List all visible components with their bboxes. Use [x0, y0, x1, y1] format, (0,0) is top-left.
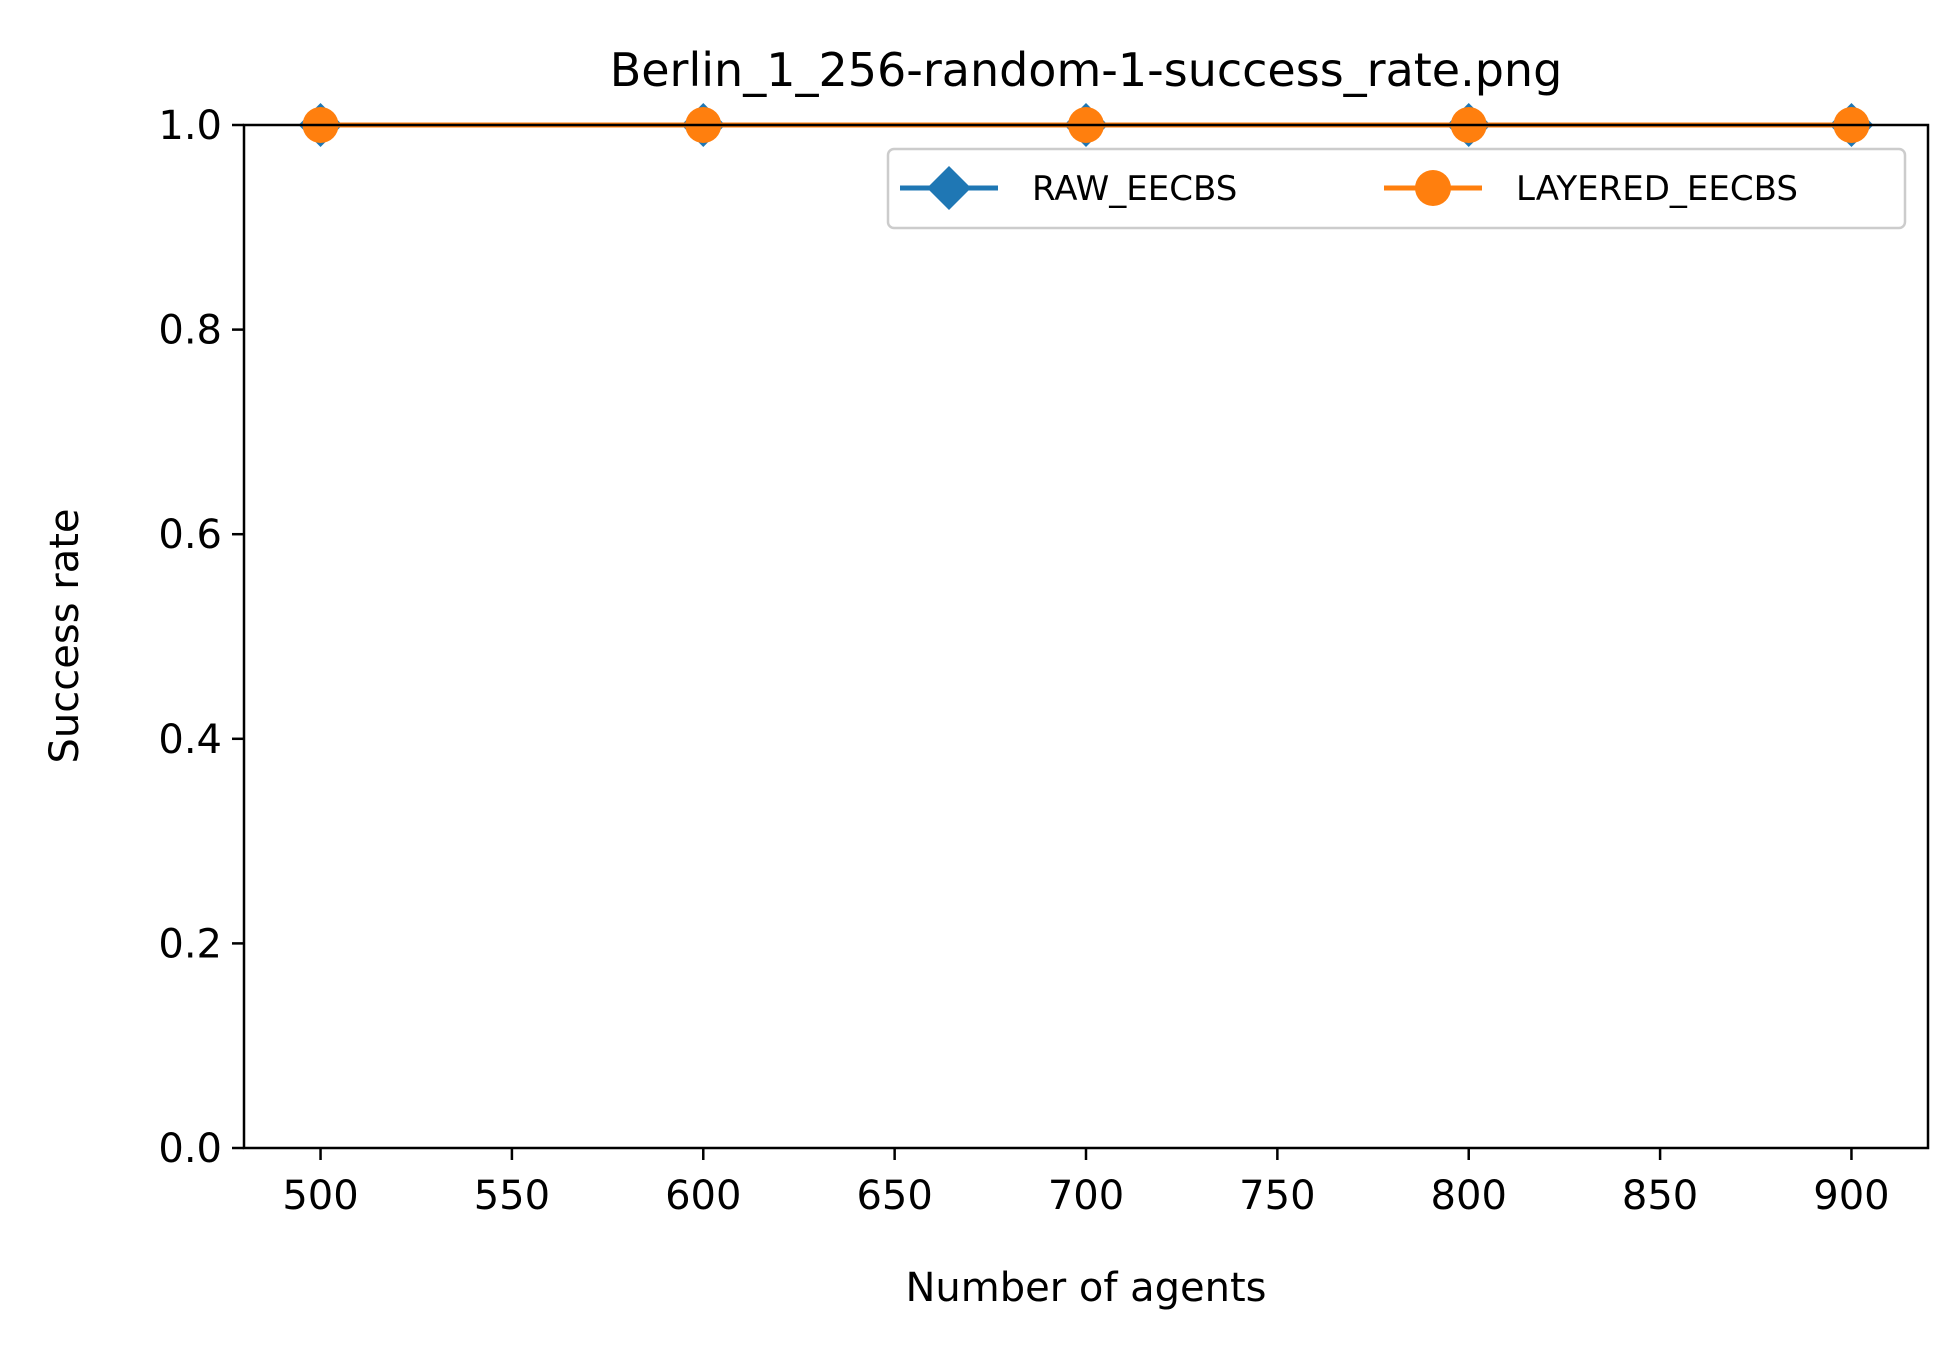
legend-raw-eecbs-marker: [927, 166, 971, 210]
y-tick-label: 0.0: [158, 1126, 222, 1172]
plot-frame: [242, 123, 1930, 1150]
legend-raw-eecbs-label: RAW_EECBS: [1032, 169, 1237, 209]
y-axis-label: Success rate: [42, 509, 88, 764]
x-tick-label: 700: [1048, 1173, 1124, 1219]
x-tick-label: 800: [1431, 1173, 1507, 1219]
legend-layered-eecbs-label: LAYERED_EECBS: [1516, 169, 1798, 209]
x-tick-label: 900: [1813, 1173, 1889, 1219]
chart-title: Berlin_1_256-random-1-success_rate.png: [610, 43, 1563, 97]
x-tick-label: 650: [856, 1173, 932, 1219]
x-axis-label: Number of agents: [905, 1265, 1266, 1311]
x-tick-label: 850: [1622, 1173, 1698, 1219]
legend-layered-eecbs-marker: [1415, 170, 1451, 206]
y-tick-label: 0.4: [158, 717, 222, 763]
legend: RAW_EECBS LAYERED_EECBS: [886, 147, 1907, 230]
y-tick-label: 0.6: [158, 512, 222, 558]
x-tick-label: 500: [282, 1173, 358, 1219]
x-tick-label: 550: [474, 1173, 550, 1219]
x-tick-label: 750: [1239, 1173, 1315, 1219]
y-tick-label: 0.8: [158, 308, 222, 354]
y-axis: 0.0 0.2 0.4 0.6 0.8 1.0: [158, 103, 244, 1172]
y-tick-label: 0.2: [158, 921, 222, 967]
y-tick-label: 1.0: [158, 103, 222, 149]
x-tick-label: 600: [665, 1173, 741, 1219]
x-axis: 500 550 600 650 700 750 800 850 900: [282, 1148, 1890, 1219]
